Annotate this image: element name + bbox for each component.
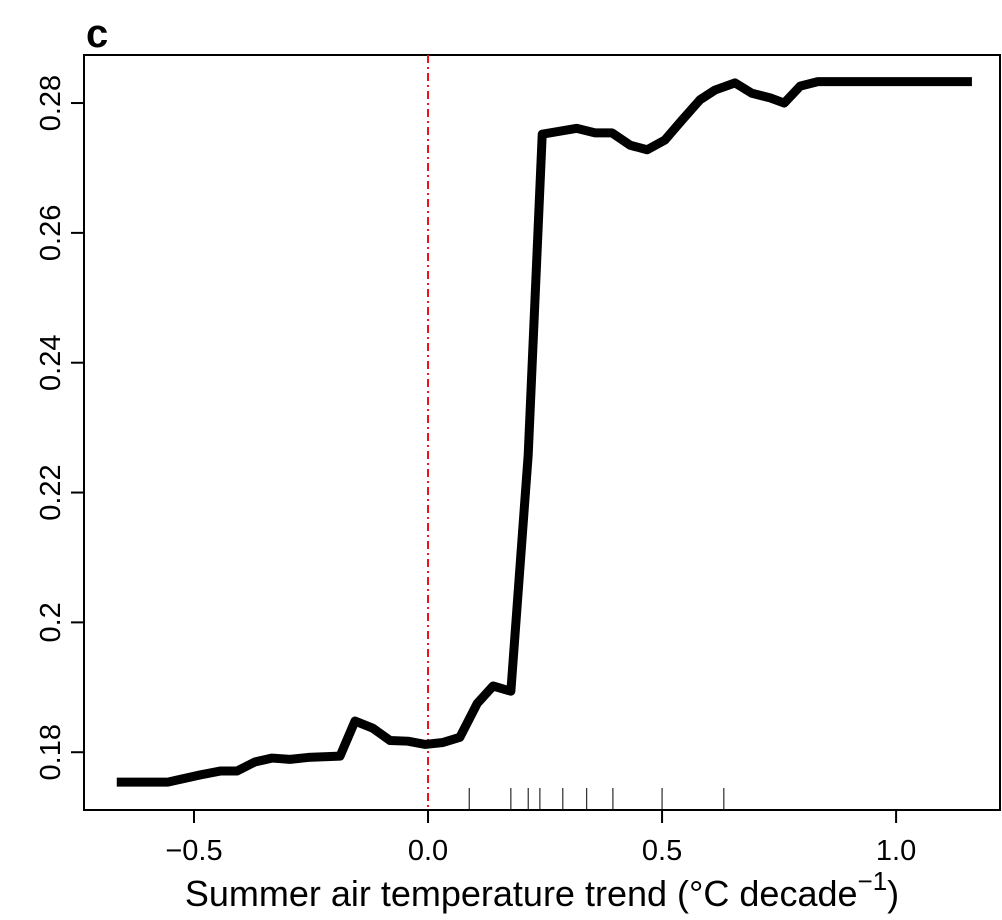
x-label-text: Summer air temperature trend (°C decade [185, 873, 858, 914]
y-tick-label: 0.24 [35, 334, 67, 390]
x-label-close: ) [887, 873, 899, 914]
chart-title: c [86, 12, 108, 56]
data-line [116, 77, 972, 787]
x-label-superscript: −1 [858, 866, 888, 896]
y-tick-label: 0.26 [35, 205, 67, 261]
y-tick-label: 0.2 [35, 602, 67, 642]
x-tick-label: −0.5 [165, 835, 222, 867]
y-tick-label: 0.22 [35, 464, 67, 520]
x-tick-label: 0.5 [642, 835, 682, 867]
x-tick-label: 0.0 [408, 835, 448, 867]
x-axis-label: Summer air temperature trend (°C decade−… [185, 866, 899, 914]
x-tick-label: 1.0 [876, 835, 916, 867]
y-tick-label: 0.28 [35, 75, 67, 131]
plot-frame [83, 54, 1001, 811]
y-tick-label: 0.18 [35, 724, 67, 780]
